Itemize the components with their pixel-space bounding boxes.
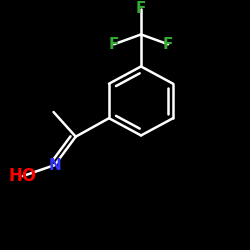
Text: HO: HO bbox=[9, 167, 37, 185]
Text: F: F bbox=[109, 37, 119, 52]
Text: F: F bbox=[136, 1, 146, 16]
Text: F: F bbox=[163, 37, 173, 52]
Text: N: N bbox=[48, 158, 61, 172]
